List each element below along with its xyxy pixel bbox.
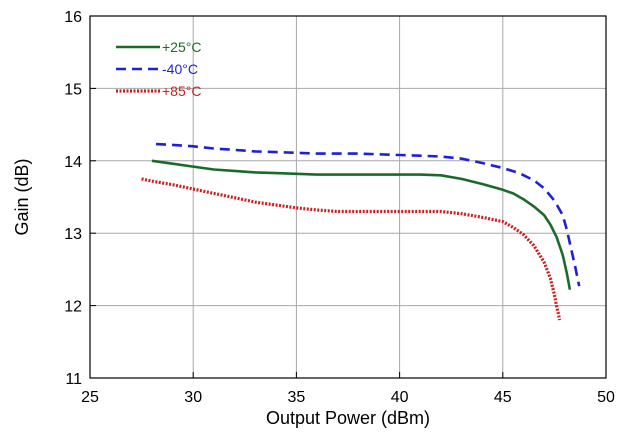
x-tick-label: 40 [391,389,409,406]
y-tick-label: 11 [65,371,82,388]
y-tick-label: 14 [64,154,82,171]
legend-entry-label: +85°C [162,83,201,99]
legend: +25°C -40°C +85°C [116,39,201,99]
y-tick-label: 12 [64,299,82,316]
y-axis-ticks: 11 12 13 14 15 16 [64,9,96,388]
series-line [141,177,562,321]
y-tick-label: 16 [64,9,82,26]
x-axis-ticks: 25 30 35 40 45 50 [81,372,615,406]
series-line [155,142,581,287]
legend-entry-label: -40°C [162,61,198,77]
grid-lines [90,16,606,378]
plot-area-frame [89,15,607,379]
x-tick-label: 45 [494,389,512,406]
y-tick-label: 15 [64,81,82,98]
legend-entry-label: +25°C [162,39,201,55]
y-axis-title: Gain (dB) [12,158,32,235]
x-axis-title: Output Power (dBm) [266,408,430,428]
x-tick-label: 25 [81,389,99,406]
data-series [141,142,581,321]
x-tick-label: 35 [288,389,306,406]
series-line [151,159,572,290]
y-tick-label: 13 [64,226,82,243]
x-tick-label: 30 [184,389,202,406]
x-tick-label: 50 [597,389,615,406]
